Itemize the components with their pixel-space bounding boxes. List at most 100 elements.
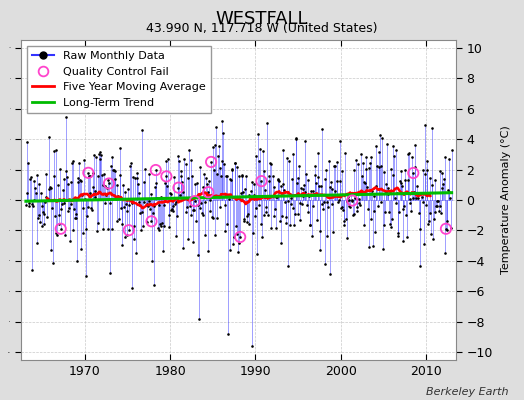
Point [408, 154, 416, 160]
Point [67, 201, 75, 208]
Point [144, 203, 152, 209]
Point [35, 181, 43, 187]
Point [162, 173, 171, 180]
Point [200, 170, 208, 177]
Point [352, 157, 360, 163]
Point [129, 174, 137, 180]
Point [446, 195, 454, 201]
Point [93, 173, 102, 179]
Point [69, 158, 78, 164]
Point [97, 152, 105, 158]
Point [54, 221, 63, 227]
Point [53, 181, 62, 188]
Point [401, 167, 410, 173]
Point [239, 218, 248, 224]
Point [407, 208, 416, 214]
Point [435, 167, 444, 174]
Point [203, 181, 211, 187]
Point [199, 212, 208, 218]
Point [360, 222, 368, 228]
Point [398, 237, 407, 244]
Point [91, 188, 100, 194]
Point [437, 210, 445, 217]
Point [178, 179, 186, 185]
Point [89, 184, 97, 190]
Point [101, 200, 110, 206]
Point [409, 170, 418, 176]
Point [149, 282, 158, 288]
Point [155, 202, 163, 208]
Point [81, 272, 90, 279]
Point [350, 167, 358, 173]
Point [73, 258, 81, 264]
Point [35, 212, 43, 219]
Point [283, 263, 292, 270]
Point [47, 247, 56, 253]
Point [255, 158, 263, 164]
Point [52, 230, 61, 236]
Point [56, 166, 64, 172]
Point [368, 188, 376, 194]
Point [291, 211, 299, 218]
Point [390, 153, 398, 160]
Point [430, 216, 438, 222]
Point [222, 173, 230, 179]
Point [374, 148, 383, 155]
Point [166, 190, 174, 196]
Point [354, 160, 362, 167]
Point [337, 205, 345, 212]
Point [394, 232, 402, 239]
Point [75, 176, 84, 183]
Point [304, 209, 312, 216]
Point [188, 173, 196, 179]
Point [181, 161, 190, 167]
Point [406, 196, 414, 202]
Point [194, 252, 202, 258]
Point [335, 178, 344, 184]
Point [359, 160, 367, 166]
Point [125, 202, 134, 208]
Point [269, 184, 278, 190]
Point [169, 203, 177, 209]
Point [249, 192, 258, 198]
Point [439, 180, 447, 187]
Point [243, 213, 252, 220]
Point [411, 142, 420, 148]
Point [250, 180, 258, 187]
Point [375, 164, 384, 170]
Point [51, 146, 60, 153]
Point [244, 210, 252, 217]
Point [415, 210, 423, 216]
Point [414, 195, 422, 201]
Point [398, 182, 406, 189]
Point [169, 208, 178, 214]
Point [167, 191, 176, 197]
Point [367, 216, 376, 222]
Point [199, 184, 207, 190]
Point [62, 114, 71, 120]
Point [428, 182, 436, 188]
Point [391, 195, 399, 202]
Text: Berkeley Earth: Berkeley Earth [426, 387, 508, 397]
Point [147, 218, 156, 224]
Point [191, 198, 199, 204]
Point [223, 173, 232, 180]
Point [41, 199, 49, 205]
Point [431, 208, 440, 215]
Point [151, 184, 159, 190]
Point [148, 258, 156, 264]
Point [59, 176, 68, 182]
Point [413, 183, 421, 189]
Point [268, 193, 276, 199]
Point [271, 206, 279, 212]
Point [313, 217, 321, 224]
Point [58, 201, 66, 207]
Point [174, 184, 183, 191]
Point [122, 201, 130, 207]
Point [143, 201, 151, 208]
Point [350, 211, 358, 217]
Point [139, 198, 148, 205]
Point [53, 232, 61, 238]
Point [234, 249, 242, 255]
Point [59, 186, 67, 193]
